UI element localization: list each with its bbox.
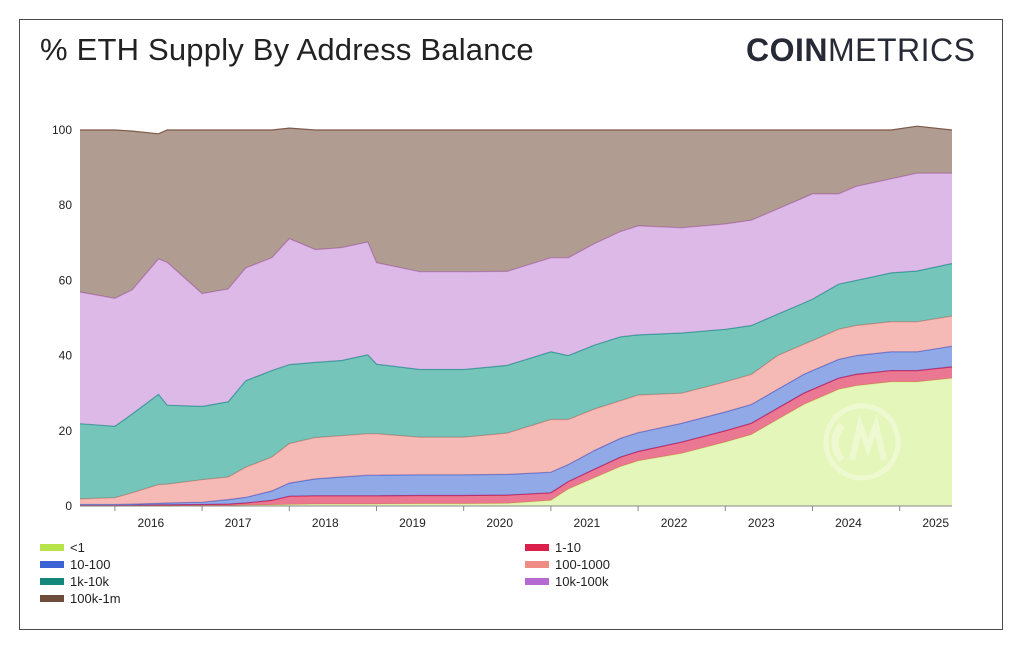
x-tick-label: 2018 [312, 516, 339, 530]
area-series-100k-1m [80, 126, 952, 299]
legend-swatch [40, 544, 64, 551]
chart-title: % ETH Supply By Address Balance [40, 32, 534, 67]
legend-item: 1k-10k [40, 574, 109, 589]
legend-swatch [40, 561, 64, 568]
x-tick-label: 2022 [661, 516, 688, 530]
legend-item: 100k-1m [40, 591, 121, 606]
legend-item: 10-100 [40, 557, 110, 572]
legend-swatch [525, 544, 549, 551]
legend-item: 10k-100k [525, 574, 608, 589]
legend-label: <1 [70, 540, 85, 555]
legend-label: 10-100 [70, 557, 111, 572]
y-tick-label: 20 [59, 424, 73, 438]
legend-swatch [525, 561, 549, 568]
x-tick-label: 2016 [138, 516, 165, 530]
legend: <1 1-10 10-100 100-1000 1k-10k 10k-100k 100k-1… [40, 540, 680, 620]
area-series--1 [80, 378, 952, 506]
legend-label: 100-1000 [555, 557, 610, 572]
legend-label: 10k-100k [555, 574, 609, 589]
area-series-10-100 [80, 346, 952, 506]
x-tick-label: 2017 [225, 516, 252, 530]
area-layer [79, 125, 953, 507]
y-tick-label: 60 [59, 273, 73, 287]
logo-light-text: METRICS [828, 32, 976, 68]
coinmetrics-logo: COINMETRICS [746, 32, 976, 69]
x-tick-label: 2021 [574, 516, 601, 530]
legend-label: 100k-1m [70, 591, 121, 606]
series-edge-100k-1m [80, 125, 953, 135]
legend-item: 100-1000 [525, 557, 610, 572]
area-series-10k-100k [80, 173, 952, 427]
y-tick-label: 80 [59, 198, 73, 212]
x-tick-label: 2025 [922, 516, 949, 530]
legend-label: 1-10 [555, 540, 582, 555]
area-series-1-10 [80, 366, 952, 506]
x-tick-label: 2020 [486, 516, 513, 530]
legend-swatch [525, 578, 549, 585]
legend-swatch [40, 595, 64, 602]
x-tick-label: 2019 [399, 516, 426, 530]
legend-swatch [40, 578, 64, 585]
y-tick-label: 0 [65, 499, 72, 513]
x-tick-label: 2024 [835, 516, 862, 530]
x-tick-label: 2023 [748, 516, 775, 530]
logo-bold-text: COIN [746, 32, 828, 68]
legend-item: 1-10 [525, 540, 581, 555]
area-series-1k-10k [80, 263, 952, 499]
y-axis: 0 20 40 60 80 100 [52, 123, 72, 513]
x-axis: 2016 2017 2018 2019 2020 2021 2022 2023 2024 2025 [80, 505, 952, 530]
y-tick-label: 40 [59, 349, 73, 363]
legend-item: <1 [40, 540, 85, 555]
area-series-100-1000 [80, 316, 952, 505]
y-tick-label: 100 [52, 123, 72, 137]
cm-watermark [823, 403, 901, 481]
legend-label: 1k-10k [70, 574, 110, 589]
